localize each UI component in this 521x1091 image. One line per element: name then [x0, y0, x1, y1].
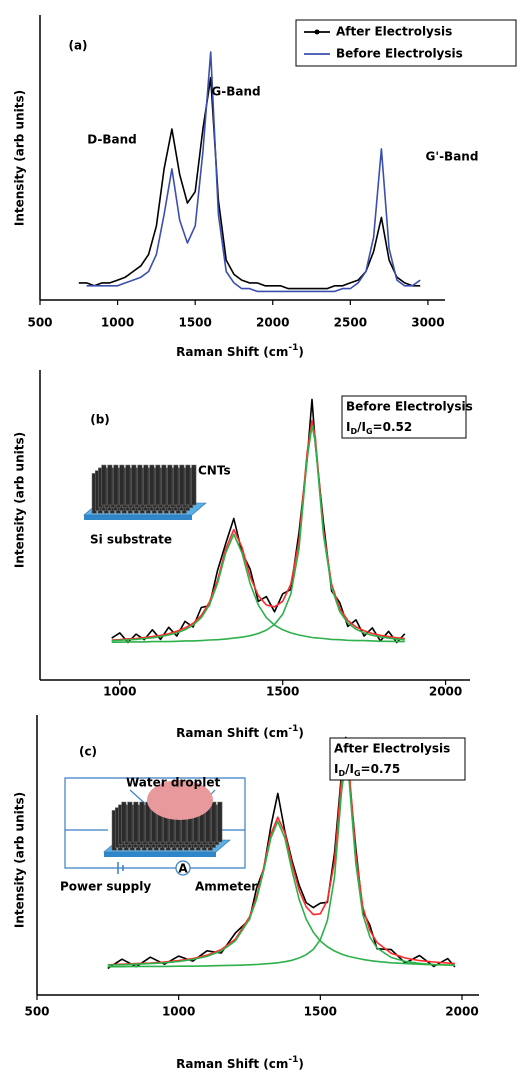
y-axis-label: Intensity (arb units): [13, 432, 27, 568]
series-line: [107, 820, 455, 967]
nanotube: [125, 464, 131, 506]
text-part: Raman Shift (cm: [176, 345, 288, 359]
text-part: /I: [357, 420, 366, 434]
x-tick-label: 2000: [429, 685, 462, 699]
x-tick-label: 1500: [304, 1005, 337, 1019]
info-title: Before Electrolysis: [346, 400, 473, 414]
text-part: ): [298, 726, 303, 740]
nanotube: [149, 464, 155, 506]
nanotube: [127, 801, 133, 843]
info-box: [329, 737, 466, 781]
nanotube: [121, 801, 127, 843]
series-line: [111, 398, 406, 644]
nanotube: [161, 464, 167, 506]
info-box: [341, 395, 467, 439]
nanotube: [155, 464, 161, 506]
series-line: [111, 419, 405, 641]
x-tick-label: 500: [24, 1005, 49, 1019]
nanotube: [119, 464, 125, 506]
text-part: -1: [288, 724, 298, 734]
nanotube: [107, 464, 113, 506]
nanotube: [179, 464, 185, 506]
x-tick-label: 1500: [266, 685, 299, 699]
panel-label: (a): [68, 39, 87, 53]
y-axis-label: Intensity (arb units): [13, 90, 27, 226]
inset-label: Power supply: [60, 880, 151, 894]
nanotube: [143, 464, 149, 506]
text-part: ): [298, 345, 303, 359]
x-tick-label: 1500: [178, 316, 211, 330]
x-axis-label: Raman Shift (cm-1): [176, 1055, 304, 1071]
substrate: [84, 515, 192, 520]
series-line: [111, 533, 405, 643]
x-tick-label: 2500: [334, 316, 367, 330]
nanotube: [139, 801, 145, 843]
text-part: I: [346, 420, 350, 434]
water-droplet: [147, 780, 213, 820]
x-tick-label: 1000: [162, 1005, 195, 1019]
nanotube: [191, 464, 197, 506]
ammeter: [175, 860, 191, 876]
text-part: -1: [288, 1055, 298, 1065]
text-part: G: [366, 427, 373, 436]
text-part: D: [338, 769, 345, 778]
ammeter-symbol: A: [178, 862, 188, 876]
text-part: ): [298, 1057, 303, 1071]
nanotube: [131, 464, 137, 506]
text-part: -1: [288, 343, 298, 353]
battery: [117, 862, 124, 874]
annotation: G-Band: [211, 85, 260, 99]
panel-label: (c): [79, 745, 97, 759]
x-axis-label: Raman Shift (cm-1): [176, 724, 304, 740]
substrate: [104, 852, 216, 857]
legend-marker: [314, 29, 320, 35]
legend-label: Before Electrolysis: [336, 47, 463, 61]
nanotube: [113, 464, 119, 506]
circuit-wire: [64, 777, 246, 869]
x-tick-label: 1000: [103, 685, 136, 699]
text-part: I: [334, 762, 338, 776]
annotation: D-Band: [87, 133, 137, 147]
panel-label: (b): [90, 413, 110, 427]
series-line: [107, 759, 455, 968]
inset-label: Si substrate: [90, 533, 172, 547]
x-tick-label: 2000: [256, 316, 289, 330]
nanotube: [217, 801, 223, 843]
x-tick-label: 2000: [445, 1005, 478, 1019]
nanotube: [211, 801, 217, 843]
series-line: [86, 51, 421, 293]
text-part: G: [354, 769, 361, 778]
inset-label: Water droplet: [126, 776, 220, 790]
nanotube: [167, 464, 173, 506]
nanotube: [185, 464, 191, 506]
y-axis-label: Intensity (arb units): [13, 792, 27, 928]
inset-label: CNTs: [198, 464, 231, 478]
x-tick-label: 1000: [101, 316, 134, 330]
nanotube: [137, 464, 143, 506]
text-part: =0.75: [361, 762, 401, 776]
text-part: Raman Shift (cm: [176, 726, 288, 740]
inset-label: Ammeter: [195, 880, 257, 894]
series-line: [111, 425, 405, 643]
nanotube: [133, 801, 139, 843]
text-part: D: [350, 427, 357, 436]
legend-box: [295, 19, 517, 67]
nanotube: [101, 464, 107, 506]
legend-label: After Electrolysis: [336, 25, 452, 39]
text-part: /I: [345, 762, 354, 776]
x-tick-label: 3000: [411, 316, 444, 330]
info-title: After Electrolysis: [334, 742, 450, 756]
x-tick-label: 500: [27, 316, 52, 330]
x-axis-label: Raman Shift (cm-1): [176, 343, 304, 359]
nanotube: [145, 801, 151, 843]
nanotube: [173, 464, 179, 506]
annotation: G'-Band: [426, 150, 479, 164]
intensity-ratio: ID/IG=0.52: [346, 420, 412, 437]
intensity-ratio: ID/IG=0.75: [334, 762, 400, 779]
text-part: Raman Shift (cm: [176, 1057, 288, 1071]
text-part: =0.52: [373, 420, 413, 434]
